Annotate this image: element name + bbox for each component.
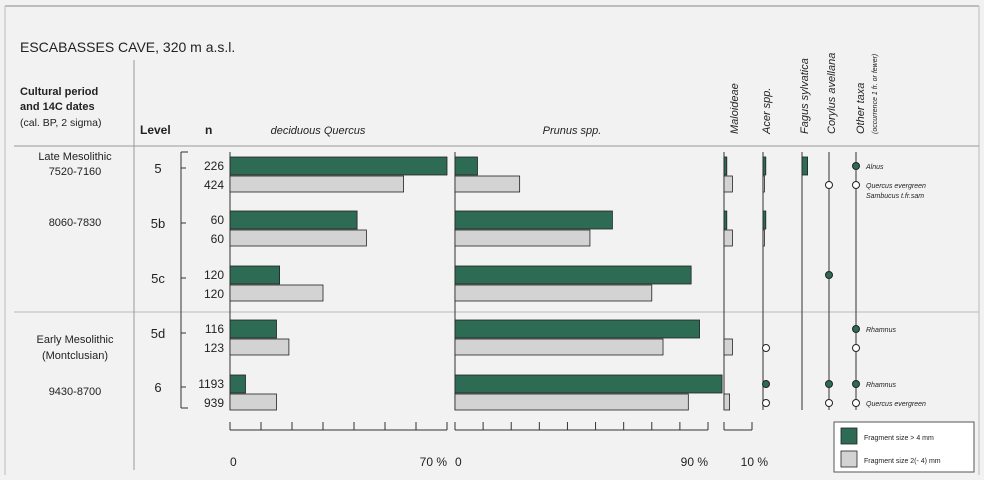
level-label-5c: 5c (151, 271, 165, 286)
bar-large-fagus-sylvatica-5 (801, 156, 808, 176)
bar-small-deciduous-quercus-5d (229, 338, 290, 356)
n-small-5c: 120 (204, 287, 224, 301)
point-acer-spp--0 (762, 344, 770, 352)
point-acer-spp--2 (762, 399, 770, 407)
period-late-mesolithic: Late Mesolithic (38, 151, 112, 163)
period-early-mesolithic: Early Mesolithic (36, 334, 114, 346)
n-header: n (205, 123, 212, 137)
n-small-5: 424 (204, 178, 224, 192)
level-bracket (180, 151, 188, 409)
point-other-taxa-1 (852, 181, 860, 189)
period-header-line-2: and 14C dates (20, 101, 95, 113)
level-label-5b: 5b (151, 216, 165, 231)
other-taxa-extra-note: Sambucus t.fr.sam (866, 193, 924, 200)
point-label-other-taxa-2: Rhamnus (866, 327, 896, 334)
taxon-header-corylus-avellana: Corylus avellana (826, 53, 838, 134)
bar-large-prunus-spp--5b (454, 210, 613, 230)
bar-large-deciduous-quercus-6 (229, 374, 246, 394)
point-label-other-taxa-4: Rhamnus (866, 382, 896, 389)
legend-label-large: Fragment size > 4 mm (864, 435, 934, 442)
bar-large-prunus-spp--5d (454, 319, 700, 339)
bar-small-acer-spp--5 (762, 175, 765, 193)
legend-swatch-small (840, 450, 858, 468)
n-large-6: 1193 (198, 377, 224, 391)
bar-large-prunus-spp--5c (454, 265, 692, 285)
legend-label-small: Fragment size 2(- 4) mm (864, 458, 941, 465)
bar-small-deciduous-quercus-5 (229, 175, 405, 193)
taxon-header-deciduous-quercus: deciduous Quercus (271, 125, 366, 137)
period-header-line-1: Cultural period (20, 86, 98, 98)
period-date-3: 9430-8700 (49, 386, 102, 398)
bar-small-maloideae-6 (723, 393, 730, 411)
point-corylus-avellana-0 (825, 181, 833, 189)
other-taxa-note: (occurrence 1 fr. or fewer) (872, 54, 879, 134)
bar-small-deciduous-quercus-6 (229, 393, 277, 411)
bar-large-maloideae-5b (723, 210, 728, 230)
bar-small-deciduous-quercus-5b (229, 229, 367, 247)
bar-small-deciduous-quercus-5c (229, 284, 324, 302)
bar-small-prunus-spp--5c (454, 284, 653, 302)
point-other-taxa-0 (852, 162, 860, 170)
point-label-other-taxa-0: Alnus (865, 164, 884, 171)
axis-label-max-deciduous-quercus: 70 % (420, 455, 448, 469)
n-small-5d: 123 (204, 341, 224, 355)
legend-swatch-large (840, 427, 858, 445)
bar-large-deciduous-quercus-5c (229, 265, 280, 285)
n-large-5c: 120 (204, 268, 224, 282)
taxon-header-maloideae: Maloideae (729, 83, 741, 134)
point-acer-spp--1 (762, 380, 770, 388)
period-header-line-3: (cal. BP, 2 sigma) (20, 117, 102, 129)
bar-large-maloideae-5 (723, 156, 728, 176)
bar-large-deciduous-quercus-5 (229, 156, 448, 176)
n-small-5b: 60 (211, 232, 225, 246)
axis-label-max-maloideae: 10 % (741, 455, 769, 469)
level-label-6: 6 (154, 380, 161, 395)
bar-small-prunus-spp--5d (454, 338, 664, 356)
taxon-header-other-taxa: Other taxa (855, 83, 867, 134)
period-date-2: 8060-7830 (49, 217, 102, 229)
axis-label-min-deciduous-quercus: 0 (230, 455, 237, 469)
point-other-taxa-5 (852, 399, 860, 407)
n-large-5d: 116 (205, 322, 224, 336)
period-date-1: 7520-7160 (49, 166, 102, 178)
level-label-5d: 5d (151, 326, 165, 341)
chart-marks: 5 226 424 5b 60 60 5c 120 120 5d 116 123 6 1193 939 dec… (151, 53, 975, 473)
n-large-5: 226 (204, 159, 224, 173)
taxon-header-prunus-spp-: Prunus spp. (543, 125, 602, 137)
period-montclusian: (Montclusian) (42, 350, 108, 362)
axis-label-min-prunus-spp-: 0 (455, 455, 462, 469)
point-other-taxa-4 (852, 380, 860, 388)
level-label-5: 5 (154, 161, 161, 176)
bar-small-acer-spp--5b (762, 229, 765, 247)
bar-large-prunus-spp--6 (454, 374, 723, 394)
bar-small-prunus-spp--5b (454, 229, 591, 247)
axis-label-max-prunus-spp-: 90 % (681, 455, 709, 469)
point-corylus-avellana-2 (825, 380, 833, 388)
chart-title: ESCABASSES CAVE, 320 m a.s.l. (20, 39, 235, 55)
point-other-taxa-3 (852, 344, 860, 352)
bar-small-maloideae-5b (723, 229, 733, 247)
bar-small-maloideae-5d (723, 338, 733, 356)
bar-large-acer-spp--5 (762, 156, 767, 176)
bar-large-acer-spp--5b (762, 210, 767, 230)
bar-small-maloideae-5 (723, 175, 733, 193)
bar-large-deciduous-quercus-5b (229, 210, 358, 230)
taxon-header-fagus-sylvatica: Fagus sylvatica (799, 58, 811, 134)
n-large-5b: 60 (211, 213, 225, 227)
taxon-header-acer-spp-: Acer spp. (761, 88, 773, 135)
level-header: Level (140, 123, 171, 137)
point-label-other-taxa-1: Quercus evergreen (866, 183, 926, 190)
n-small-6: 939 (204, 396, 224, 410)
point-corylus-avellana-3 (825, 399, 833, 407)
bar-small-prunus-spp--5 (454, 175, 521, 193)
point-label-other-taxa-5: Quercus evergreen (866, 401, 926, 408)
point-other-taxa-2 (852, 325, 860, 333)
bar-large-prunus-spp--5 (454, 156, 478, 176)
bar-small-prunus-spp--6 (454, 393, 689, 411)
bar-large-deciduous-quercus-5d (229, 319, 277, 339)
point-corylus-avellana-1 (825, 271, 833, 279)
